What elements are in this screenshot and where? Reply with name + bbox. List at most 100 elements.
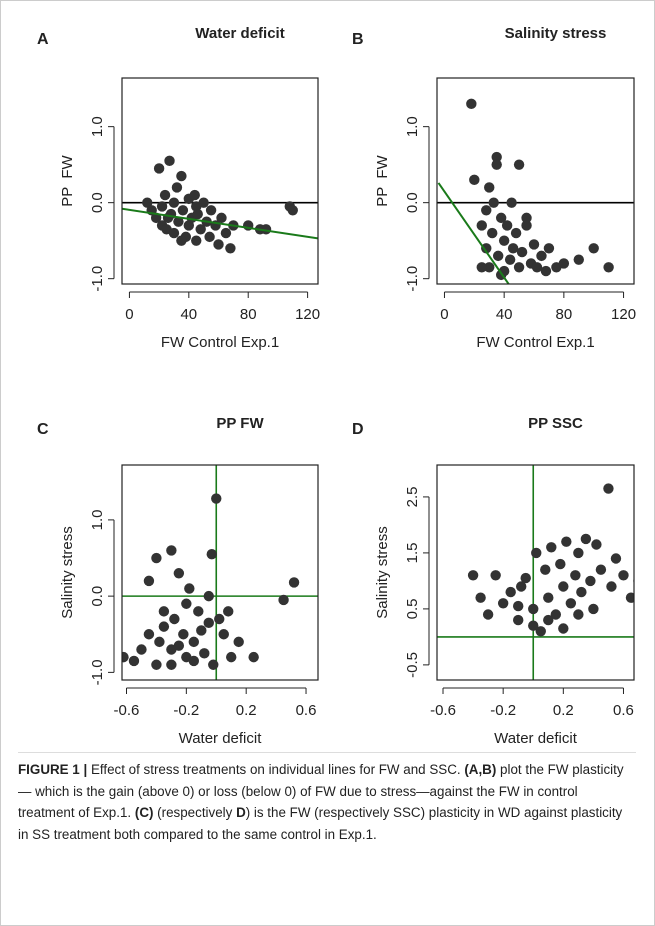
- point: [466, 98, 477, 110]
- point: [484, 262, 495, 273]
- y-tick-label: 0.0: [404, 192, 421, 213]
- point: [516, 581, 527, 592]
- y-tick-label: 1.0: [89, 116, 106, 137]
- point: [558, 623, 569, 634]
- x-tick-label: 0.2: [553, 702, 574, 719]
- point: [287, 205, 298, 216]
- point: [641, 606, 651, 616]
- point: [226, 651, 237, 663]
- point: [531, 262, 543, 273]
- x-tick-label: -0.6: [430, 702, 456, 719]
- point: [573, 254, 584, 265]
- point: [475, 592, 486, 603]
- point: [156, 201, 168, 212]
- point: [158, 621, 170, 632]
- x-tick-label: 0.6: [296, 702, 317, 719]
- point: [177, 205, 189, 216]
- point: [481, 243, 492, 254]
- caption-text: FIGURE 1 |: [18, 762, 88, 777]
- point: [248, 651, 259, 663]
- point: [603, 483, 614, 494]
- y-tick-label: 2.5: [404, 486, 421, 507]
- point: [585, 575, 596, 587]
- point: [203, 590, 214, 602]
- point: [540, 265, 552, 277]
- point: [196, 625, 207, 636]
- point: [498, 235, 510, 246]
- point: [166, 659, 177, 670]
- chart-title: Salinity stress: [505, 25, 607, 42]
- x-tick-label: 80: [240, 306, 257, 323]
- point: [540, 564, 551, 575]
- panel: A Water deficit 0 40 80 120 FW Control Exp.1 -1…: [37, 25, 320, 351]
- plot-frame: [436, 77, 635, 285]
- point: [199, 648, 210, 659]
- point: [213, 239, 224, 250]
- x-tick-label: 0.2: [236, 702, 257, 719]
- point: [490, 570, 501, 581]
- point: [491, 159, 502, 170]
- point: [158, 606, 170, 617]
- x-axis-label: Water deficit: [494, 730, 578, 745]
- caption-text: (respectively: [153, 805, 237, 820]
- y-axis-label: Salinity stress: [374, 526, 391, 619]
- x-tick-label: -0.2: [173, 702, 199, 719]
- point: [561, 536, 572, 547]
- point: [501, 220, 513, 231]
- chart-title: Water deficit: [195, 25, 284, 42]
- point: [469, 174, 480, 186]
- caption-text: (C): [134, 805, 154, 820]
- panel-label: B: [352, 31, 364, 48]
- caption-text: Effect of stress treatments on individua…: [87, 762, 465, 777]
- point: [223, 606, 234, 617]
- x-tick-label: 120: [611, 306, 636, 323]
- point: [171, 182, 183, 193]
- point: [507, 243, 519, 254]
- figure: A Water deficit 0 40 80 120 FW Control Exp.1 -1…: [37, 25, 651, 745]
- point: [193, 606, 204, 617]
- point: [233, 636, 244, 648]
- point: [188, 636, 200, 648]
- point: [520, 572, 531, 584]
- point: [588, 603, 599, 615]
- point: [205, 205, 217, 216]
- y-axis-label: Salinity stress: [59, 526, 76, 619]
- x-axis-label: FW Control Exp.1: [476, 334, 594, 351]
- point: [153, 163, 165, 174]
- x-tick-label: 120: [295, 306, 320, 323]
- y-tick-label: 0.0: [89, 586, 106, 607]
- y-tick-label: -1.0: [89, 659, 106, 685]
- caption-text: (A,B): [464, 762, 497, 777]
- caption-text: ) is the FW (respectively SSC) plasticit…: [18, 805, 623, 842]
- point: [543, 614, 554, 626]
- point: [128, 655, 140, 667]
- point: [576, 586, 587, 598]
- point: [603, 262, 614, 273]
- point: [218, 629, 229, 640]
- point: [528, 603, 539, 615]
- y-tick-label: -0.5: [404, 652, 421, 678]
- point: [495, 212, 507, 224]
- point: [492, 250, 504, 262]
- point: [528, 239, 540, 250]
- caption: FIGURE 1 | Effect of stress treatments o…: [18, 752, 636, 845]
- x-tick-label: 40: [496, 306, 513, 323]
- point: [543, 243, 555, 254]
- point: [488, 197, 499, 208]
- point: [216, 212, 227, 224]
- point: [142, 197, 153, 208]
- y-tick-label: 0.5: [404, 598, 421, 619]
- point: [570, 570, 581, 581]
- point: [184, 583, 195, 594]
- point: [625, 592, 634, 603]
- x-tick-label: 40: [180, 306, 197, 323]
- point: [516, 246, 528, 258]
- x-axis-label: Water deficit: [179, 730, 263, 745]
- panel: D PP SSC -0.6 -0.2 0.2 0.6 Water deficit -0.5 0.…: [352, 415, 651, 745]
- point: [173, 568, 185, 579]
- point: [573, 609, 584, 620]
- point: [513, 600, 524, 612]
- point: [610, 553, 622, 564]
- point: [191, 201, 202, 212]
- point: [181, 598, 192, 609]
